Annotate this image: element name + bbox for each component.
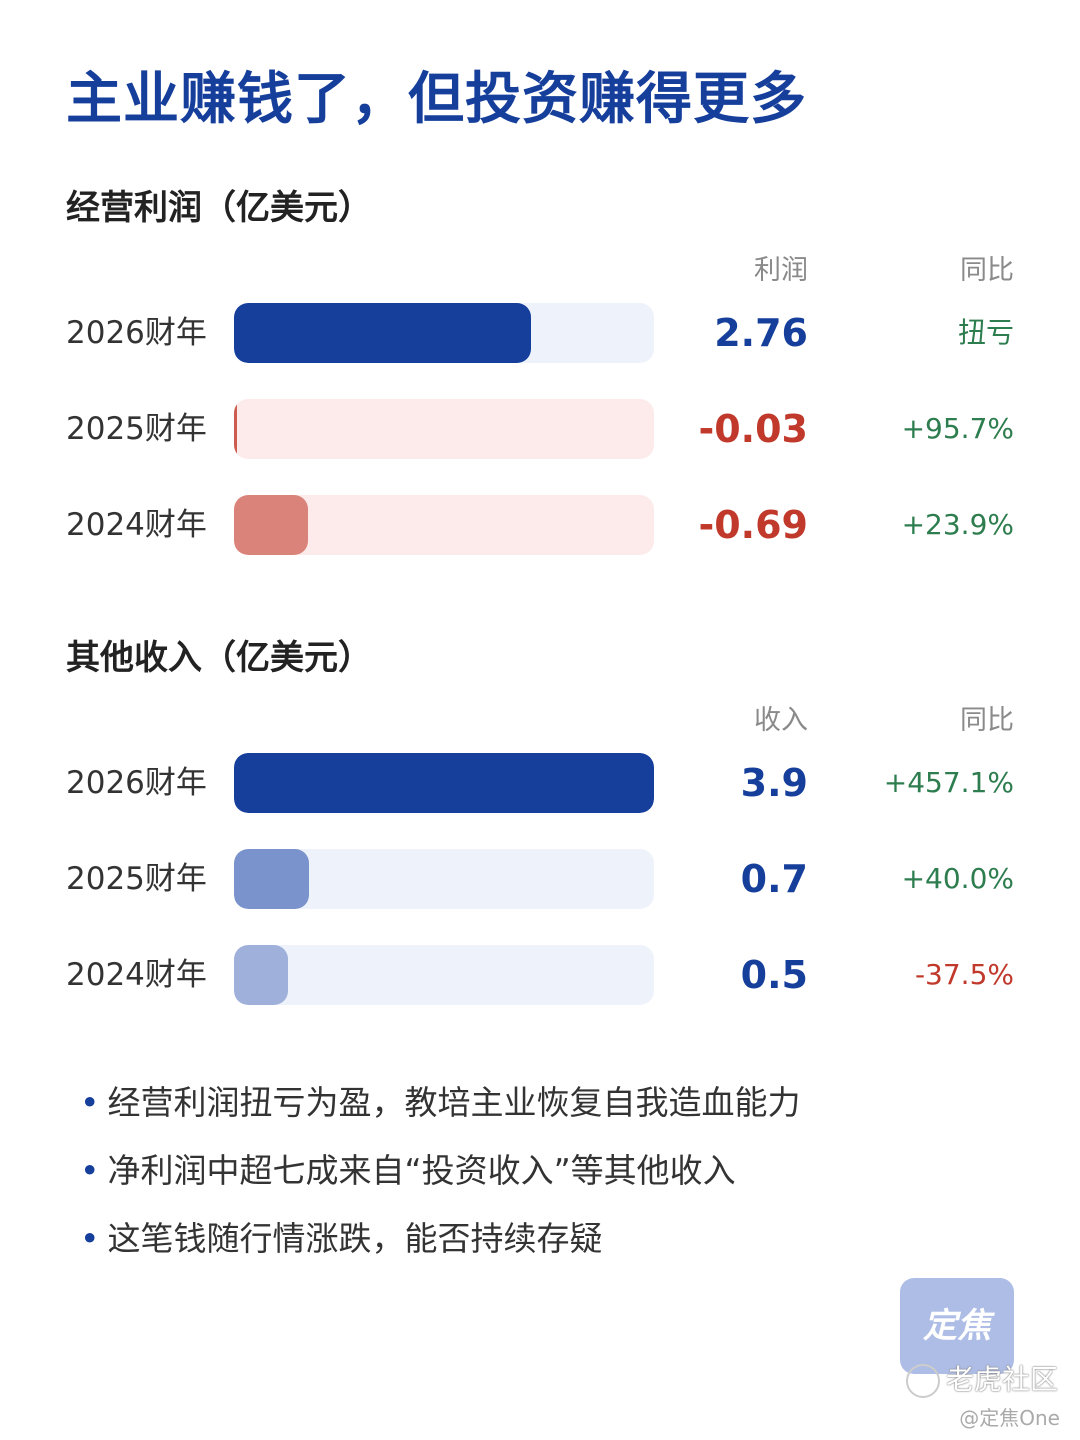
bar-track — [234, 399, 654, 459]
bar — [234, 753, 654, 813]
bar — [234, 495, 309, 555]
bullet-text: 这笔钱随行情涨跌，能否持续存疑 — [107, 1219, 603, 1258]
community-name: 老虎社区 — [945, 1363, 1058, 1396]
row-label: 2024财年 — [66, 957, 207, 993]
column-header-income: 收入 — [754, 705, 808, 736]
column-header-yoy: 同比 — [960, 705, 1014, 736]
paw-icon — [905, 1364, 940, 1398]
bullet-marker: • — [80, 1151, 100, 1190]
bar-track — [234, 945, 654, 1005]
value-label: 0.7 — [740, 857, 808, 901]
row-label: 2025财年 — [66, 861, 207, 897]
bar — [234, 945, 288, 1005]
yoy-label: +23.9% — [901, 508, 1014, 541]
yoy-label: -37.5% — [914, 958, 1014, 991]
value-label: 3.9 — [740, 761, 808, 805]
bullet-marker: • — [80, 1083, 100, 1122]
bullet-text: 经营利润扭亏为盈，教培主业恢复自我造血能力 — [107, 1083, 801, 1122]
list-item: • 经营利润扭亏为盈，教培主业恢复自我造血能力 — [80, 1078, 800, 1146]
list-item: • 这笔钱随行情涨跌，能否持续存疑 — [80, 1214, 800, 1282]
takeaways-list: • 经营利润扭亏为盈，教培主业恢复自我造血能力 • 净利润中超七成来自“投资收入”等… — [80, 1078, 800, 1282]
bar-track — [234, 303, 654, 363]
bar-track — [234, 753, 654, 813]
bar-track — [234, 849, 654, 909]
section-title-operating-profit: 经营利润（亿美元） — [66, 188, 372, 228]
value-label: 2.76 — [714, 311, 808, 355]
bar — [234, 303, 532, 363]
column-header-yoy: 同比 — [960, 255, 1014, 286]
yoy-label: 扭亏 — [957, 316, 1014, 349]
bar — [234, 399, 238, 459]
row-label: 2024财年 — [66, 507, 207, 543]
value-label: -0.03 — [698, 407, 808, 451]
row-label: 2025财年 — [66, 411, 207, 447]
yoy-label: +457.1% — [883, 766, 1014, 799]
section-title-other-income: 其他收入（亿美元） — [66, 638, 372, 678]
row-label: 2026财年 — [66, 765, 207, 801]
yoy-label: +95.7% — [901, 412, 1014, 445]
value-label: -0.69 — [698, 503, 808, 547]
author-handle: @定焦One — [959, 1406, 1060, 1430]
bullet-marker: • — [80, 1219, 100, 1258]
yoy-label: +40.0% — [901, 862, 1014, 895]
brand-logo-text: 定焦 — [923, 1306, 991, 1346]
value-label: 0.5 — [740, 953, 808, 997]
column-header-profit: 利润 — [754, 255, 808, 286]
community-watermark: 老虎社区 — [905, 1358, 1058, 1398]
bar — [234, 849, 310, 909]
list-item: • 净利润中超七成来自“投资收入”等其他收入 — [80, 1146, 800, 1214]
brand-logo: 定焦 — [900, 1278, 1014, 1374]
bar-track — [234, 495, 654, 555]
row-label: 2026财年 — [66, 315, 207, 351]
bullet-text: 净利润中超七成来自“投资收入”等其他收入 — [107, 1151, 736, 1190]
page-title: 主业赚钱了，但投资赚得更多 — [66, 67, 807, 132]
